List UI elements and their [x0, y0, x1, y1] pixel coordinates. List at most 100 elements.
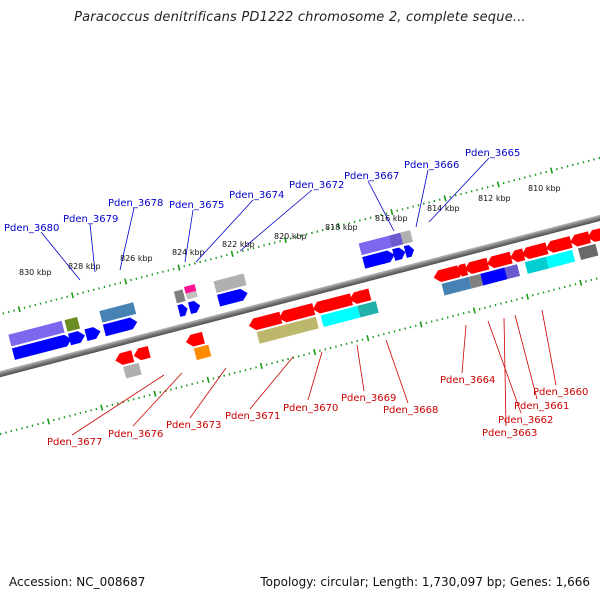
- domain-box-3661: [524, 256, 550, 274]
- callout-line-lower: [385, 339, 409, 404]
- gene-label-lower[interactable]: Pden_3662: [498, 415, 553, 426]
- domain-box-3671: [256, 325, 287, 344]
- gene-pden-3672[interactable]: [217, 287, 249, 307]
- gene-right-2[interactable]: [586, 227, 600, 243]
- domain-box-3663: [480, 267, 508, 286]
- gene-label-lower[interactable]: Pden_3663: [482, 428, 537, 439]
- domain-box-3670: [283, 316, 319, 337]
- upper-ruler: [2, 156, 600, 315]
- callout-line-upper: [239, 189, 313, 252]
- gene-pden-3668[interactable]: [348, 288, 372, 306]
- gene-callouts: 830 kbp 828 kbp 826 kbp 824 kbp 822 kbp 820 k…: [4, 148, 588, 448]
- gene-pden-3675[interactable]: [177, 303, 189, 317]
- domain-box-3662: [504, 264, 521, 280]
- gene-pden-3673[interactable]: [184, 331, 205, 348]
- callout-line-lower: [487, 320, 522, 414]
- callout-line-lower: [514, 314, 538, 400]
- callout-line-lower: [356, 344, 365, 392]
- gene-pden-3664[interactable]: [432, 265, 461, 283]
- gene-pden-3664b[interactable]: [454, 263, 469, 277]
- domain-box-3680: [8, 320, 65, 347]
- gene-label-upper[interactable]: Pden_3667: [344, 171, 399, 182]
- domain-box-3675: [173, 289, 186, 304]
- gene-pden-3676[interactable]: [132, 346, 151, 362]
- kbp-label: 822 kbp: [222, 240, 255, 249]
- callout-line-upper: [415, 169, 429, 228]
- kbp-label: 818 kbp: [325, 223, 358, 232]
- gene-pden-3662[interactable]: [485, 251, 513, 270]
- gene-label-upper[interactable]: Pden_3666: [404, 160, 459, 171]
- gene-label-lower[interactable]: Pden_3676: [108, 429, 163, 440]
- callout-line-lower: [249, 356, 294, 410]
- gene-pden-3679[interactable]: [68, 330, 87, 346]
- gene-label-lower[interactable]: Pden_3673: [166, 420, 221, 431]
- callout-line-upper: [40, 231, 81, 281]
- domain-box-3660: [577, 243, 599, 261]
- domain-box-3669: [320, 305, 361, 328]
- gene-pden-3680[interactable]: [11, 333, 73, 360]
- gene-label-lower[interactable]: Pden_3668: [383, 405, 438, 416]
- gene-pden-3677[interactable]: [114, 350, 135, 366]
- gene-label-lower[interactable]: Pden_3677: [47, 437, 102, 448]
- gene-label-upper[interactable]: Pden_3675: [169, 200, 224, 211]
- gene-pden-3675b[interactable]: [188, 300, 202, 315]
- genome-backbone: [0, 209, 600, 383]
- gene-label-lower[interactable]: Pden_3671: [225, 411, 280, 422]
- gene-label-upper[interactable]: Pden_3665: [465, 148, 520, 159]
- gene-pden-3661[interactable]: [520, 242, 549, 260]
- domain-box-3668: [357, 301, 379, 318]
- callout-line-upper: [367, 180, 395, 232]
- domain-box-3675b-gray: [185, 290, 198, 300]
- gene-pden-3666[interactable]: [392, 246, 407, 261]
- kbp-label: 828 kbp: [68, 262, 101, 271]
- page-title: Paracoccus denitrificans PD1222 chromoso…: [74, 10, 526, 25]
- kbp-label: 820 kbp: [274, 232, 307, 241]
- callout-line-upper: [119, 207, 135, 271]
- callout-line-lower: [189, 367, 227, 419]
- callout-line-lower: [71, 374, 165, 436]
- gene-right-1[interactable]: [569, 231, 592, 248]
- gene-label-lower[interactable]: Pden_3660: [533, 387, 588, 398]
- gene-label-lower[interactable]: Pden_3664: [440, 375, 495, 386]
- callout-line-upper: [428, 157, 490, 223]
- gene-label-upper[interactable]: Pden_3679: [63, 214, 118, 225]
- gene-label-lower[interactable]: Pden_3661: [514, 401, 569, 412]
- gene-pden-3670[interactable]: [277, 303, 316, 324]
- domain-box-3679: [64, 316, 81, 332]
- kbp-label: 826 kbp: [120, 254, 153, 263]
- gene-pden-3679b[interactable]: [84, 326, 102, 342]
- gene-pden-3660[interactable]: [544, 236, 573, 254]
- domain-box-3661b: [546, 249, 576, 269]
- kbp-label: 814 kbp: [427, 204, 460, 213]
- gene-pden-3678[interactable]: [102, 316, 139, 337]
- callout-line-lower: [132, 372, 183, 427]
- kbp-label: 830 kbp: [19, 268, 52, 277]
- topology-label: Topology: circular; Length: 1,730,097 bp…: [260, 575, 590, 589]
- map-rotated-group: [0, 156, 600, 436]
- domain-box-3677: [123, 362, 142, 379]
- kbp-label: 816 kbp: [375, 214, 408, 223]
- kbp-label: 812 kbp: [478, 194, 511, 203]
- gene-pden-3663[interactable]: [463, 257, 490, 276]
- lower-ruler: [0, 277, 598, 436]
- gene-pden-3669[interactable]: [311, 293, 353, 315]
- domain-box-3666b: [400, 230, 413, 245]
- domain-box-3666: [388, 232, 404, 248]
- gene-label-upper[interactable]: Pden_3672: [289, 180, 344, 191]
- gene-label-upper[interactable]: Pden_3678: [108, 198, 163, 209]
- domain-box-3664: [441, 276, 472, 296]
- gene-label-lower[interactable]: Pden_3669: [341, 393, 396, 404]
- gene-pden-3662b[interactable]: [509, 248, 526, 263]
- accession-label: Accession: NC_008687: [9, 575, 146, 589]
- domain-box-3678: [99, 302, 137, 323]
- gene-pden-3666b[interactable]: [403, 244, 416, 258]
- domain-box-3664b: [468, 273, 484, 289]
- gene-label-lower[interactable]: Pden_3670: [283, 403, 338, 414]
- gene-label-upper[interactable]: Pden_3674: [229, 190, 284, 201]
- gene-pden-3667[interactable]: [362, 249, 396, 269]
- domain-box-3672: [213, 273, 247, 293]
- callout-line-lower: [541, 309, 557, 386]
- gene-pden-3671[interactable]: [247, 311, 283, 332]
- gene-label-upper[interactable]: Pden_3680: [4, 223, 59, 234]
